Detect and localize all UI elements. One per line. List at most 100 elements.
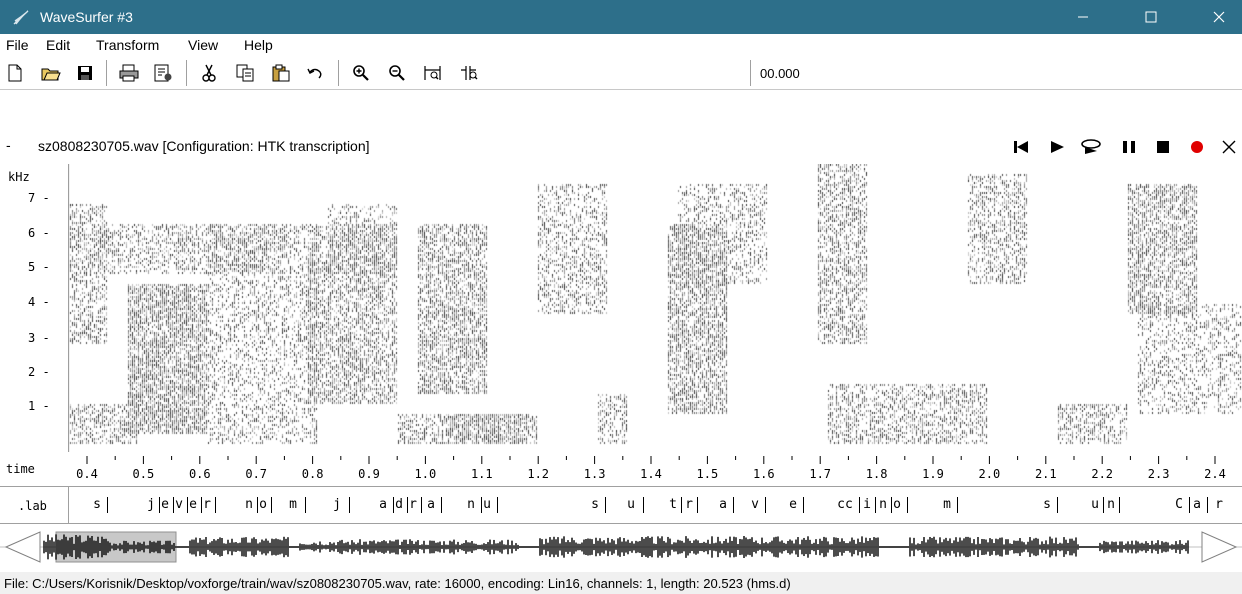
segment-label[interactable]: m <box>943 497 951 512</box>
segment-label[interactable]: s <box>591 497 599 512</box>
close-button[interactable] <box>1196 0 1242 34</box>
segment-label[interactable]: a <box>1193 497 1201 512</box>
segment-label[interactable]: j <box>333 497 341 512</box>
segment-boundary[interactable] <box>875 497 876 513</box>
segment-boundary[interactable] <box>957 497 958 513</box>
segment-boundary[interactable] <box>107 497 108 513</box>
segment-boundary[interactable] <box>803 497 804 513</box>
segment-boundary[interactable] <box>1057 497 1058 513</box>
segment-boundary[interactable] <box>407 497 408 513</box>
segment-label[interactable]: i <box>863 497 871 512</box>
menu-help[interactable]: Help <box>244 37 273 53</box>
segment-boundary[interactable] <box>733 497 734 513</box>
properties-button[interactable] <box>150 61 176 85</box>
segment-boundary[interactable] <box>481 497 482 513</box>
segment-boundary[interactable] <box>257 497 258 513</box>
save-button[interactable] <box>72 61 98 85</box>
segment-label[interactable]: d <box>395 497 403 512</box>
segment-label[interactable]: a <box>719 497 727 512</box>
segment-boundary[interactable] <box>1189 497 1190 513</box>
segment-boundary[interactable] <box>497 497 498 513</box>
play-button[interactable] <box>1046 137 1068 157</box>
segment-label[interactable]: r <box>203 497 211 512</box>
segment-label[interactable]: n <box>1107 497 1115 512</box>
segment-boundary[interactable] <box>271 497 272 513</box>
segment-boundary[interactable] <box>907 497 908 513</box>
pause-button[interactable] <box>1118 137 1140 157</box>
segment-boundary[interactable] <box>159 497 160 513</box>
segment-boundary[interactable] <box>605 497 606 513</box>
segment-boundary[interactable] <box>891 497 892 513</box>
menu-view[interactable]: View <box>188 37 219 53</box>
cut-button[interactable] <box>196 61 222 85</box>
segment-boundary[interactable] <box>349 497 350 513</box>
segment-boundary[interactable] <box>859 497 860 513</box>
segment-label[interactable]: a <box>427 497 435 512</box>
undo-button[interactable] <box>302 61 328 85</box>
segment-boundary[interactable] <box>697 497 698 513</box>
segment-label[interactable]: t <box>669 497 677 512</box>
segment-label[interactable]: r <box>409 497 417 512</box>
segment-label[interactable]: u <box>483 497 491 512</box>
segment-label[interactable]: e <box>789 497 797 512</box>
segment-boundary[interactable] <box>1119 497 1120 513</box>
segment-label[interactable]: e <box>189 497 197 512</box>
scroll-left-icon[interactable] <box>4 531 41 563</box>
close-pane-button[interactable] <box>1218 137 1240 157</box>
segment-boundary[interactable] <box>1103 497 1104 513</box>
pane-menu-dash[interactable]: - <box>6 137 11 153</box>
zoom-selection-button[interactable] <box>420 61 446 85</box>
segment-boundary[interactable] <box>1207 497 1208 513</box>
menu-transform[interactable]: Transform <box>96 37 160 53</box>
menu-file[interactable]: File <box>6 37 29 53</box>
segment-label[interactable]: u <box>1091 497 1099 512</box>
segment-label[interactable]: n <box>467 497 475 512</box>
segment-label[interactable]: r <box>1215 497 1223 512</box>
minimize-button[interactable] <box>1060 0 1106 34</box>
time-axis[interactable]: 0.4 0.5 0.6 0.7 0.8 0.9 1.0 1.1 1.2 1.3 1.4 1.5 1.6 1… <box>68 456 1242 484</box>
segment-label[interactable]: a <box>379 497 387 512</box>
scroll-right-icon[interactable] <box>1201 531 1238 563</box>
segment-label[interactable]: v <box>751 497 759 512</box>
overview-waveform-scrollbar[interactable] <box>0 528 1242 568</box>
segment-label[interactable]: s <box>93 497 101 512</box>
segment-boundary[interactable] <box>421 497 422 513</box>
copy-button[interactable] <box>232 61 258 85</box>
segment-label[interactable]: s <box>1043 497 1051 512</box>
segment-boundary[interactable] <box>681 497 682 513</box>
segment-boundary[interactable] <box>441 497 442 513</box>
segment-label[interactable]: v <box>175 497 183 512</box>
segment-label[interactable]: cc <box>837 497 853 512</box>
segment-label[interactable]: n <box>245 497 253 512</box>
segment-label[interactable]: n <box>879 497 887 512</box>
play-loop-button[interactable] <box>1080 137 1102 157</box>
print-button[interactable] <box>116 61 142 85</box>
segment-boundary[interactable] <box>393 497 394 513</box>
spectrogram[interactable] <box>68 164 1242 452</box>
record-button[interactable] <box>1186 137 1208 157</box>
zoom-all-button[interactable] <box>456 61 482 85</box>
maximize-button[interactable] <box>1128 0 1174 34</box>
segment-boundary[interactable] <box>765 497 766 513</box>
segment-label[interactable]: o <box>259 497 267 512</box>
segment-boundary[interactable] <box>215 497 216 513</box>
segment-label[interactable]: j <box>147 497 155 512</box>
menu-edit[interactable]: Edit <box>46 37 71 53</box>
segment-boundary[interactable] <box>173 497 174 513</box>
open-button[interactable] <box>38 61 64 85</box>
zoom-out-button[interactable] <box>384 61 410 85</box>
zoom-in-button[interactable] <box>348 61 374 85</box>
segment-label[interactable]: C <box>1175 497 1183 512</box>
skip-start-button[interactable] <box>1010 137 1032 157</box>
paste-button[interactable] <box>268 61 294 85</box>
segment-boundary[interactable] <box>201 497 202 513</box>
segment-label[interactable]: u <box>627 497 635 512</box>
segment-boundary[interactable] <box>305 497 306 513</box>
segment-label[interactable]: o <box>893 497 901 512</box>
segment-boundary[interactable] <box>187 497 188 513</box>
segment-label[interactable]: e <box>161 497 169 512</box>
segment-label[interactable]: m <box>289 497 297 512</box>
new-button[interactable] <box>2 61 28 85</box>
stop-button[interactable] <box>1152 137 1174 157</box>
